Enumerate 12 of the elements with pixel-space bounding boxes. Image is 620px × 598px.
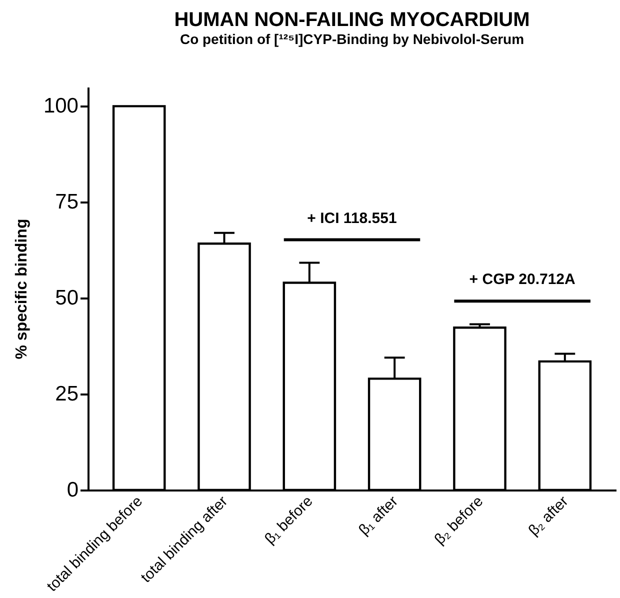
annotation: + ICI 118.551 [307, 210, 397, 227]
annotation: + CGP 20.712A [469, 271, 576, 288]
y-tick-label: 25 [55, 382, 78, 406]
x-tick-label: β₁ after [356, 492, 402, 539]
y-tick-label: 75 [55, 190, 78, 214]
y-tick-label: 0 [66, 478, 78, 502]
chart-title: HUMAN NON-FAILING MYOCARDIUM [174, 9, 530, 31]
y-tick-label: 100 [43, 94, 78, 118]
y-axis-title: % specific binding [13, 218, 30, 360]
x-tick-label: β₂ after [525, 492, 572, 540]
chart-subtitle: Co petition of [¹²⁵I]CYP-Binding by Nebivolol-Serum [180, 31, 524, 47]
y-tick-label: 50 [55, 286, 78, 310]
